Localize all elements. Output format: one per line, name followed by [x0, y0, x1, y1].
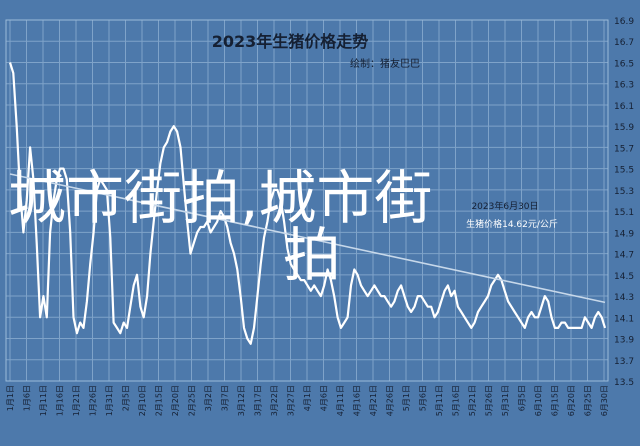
x-tick-label: 3月27日	[287, 385, 296, 416]
x-tick-label: 2月20日	[171, 385, 180, 416]
x-tick-label: 1月31日	[105, 385, 114, 416]
x-tick-label: 6月5日	[518, 385, 527, 411]
x-tick-label: 3月17日	[254, 385, 263, 416]
x-tick-label: 5月11日	[435, 385, 444, 416]
x-tick-label: 4月11日	[336, 385, 345, 416]
y-tick-label: 16.7	[614, 38, 634, 48]
y-tick-label: 15.7	[614, 144, 634, 154]
y-tick-label: 16.5	[614, 59, 634, 69]
y-tick-label: 13.5	[614, 378, 634, 388]
x-tick-label: 6月30日	[600, 385, 609, 416]
y-tick-label: 14.9	[614, 229, 634, 239]
x-tick-label: 4月6日	[320, 385, 329, 411]
plot-frame	[5, 19, 609, 382]
y-tick-label: 15.1	[614, 208, 634, 218]
y-tick-label: 14.3	[614, 293, 634, 303]
y-tick-label: 15.9	[614, 123, 634, 133]
x-tick-label: 1月16日	[56, 385, 65, 416]
y-tick-label: 16.1	[614, 102, 634, 112]
y-tick-label: 16.3	[614, 81, 634, 91]
x-tick-label: 5月16日	[452, 385, 461, 416]
x-tick-label: 4月1日	[303, 385, 312, 411]
x-tick-label: 4月21日	[369, 385, 378, 416]
x-tick-label: 1月6日	[23, 385, 32, 411]
x-tick-label: 4月26日	[386, 385, 395, 416]
x-tick-label: 2月25日	[188, 385, 197, 416]
series-trend-line	[9, 173, 606, 304]
x-tick-label: 1月26日	[89, 385, 98, 416]
x-tick-label: 3月2日	[204, 385, 213, 411]
series-group	[8, 62, 607, 345]
annotation-line-2: 生猪价格14.62元/公斤	[466, 218, 558, 230]
x-tick-label: 5月6日	[419, 385, 428, 411]
watermark-line-2: 拍	[283, 221, 341, 289]
x-tick-label: 2月10日	[138, 385, 147, 416]
x-axis: 1月1日 1月6日 1月11日 1月16日 1月21日 1月26日 1月31日 2月5日 2月1…	[6, 385, 609, 416]
y-tick-label: 15.5	[614, 166, 634, 176]
series-price-line	[8, 62, 607, 345]
x-tick-label: 1月21日	[72, 385, 81, 416]
x-tick-label: 3月12日	[237, 385, 246, 416]
y-tick-label: 16.9	[614, 17, 634, 27]
x-tick-label: 5月31日	[501, 385, 510, 416]
x-tick-label: 6月15日	[551, 385, 560, 416]
x-tick-label: 5月26日	[485, 385, 494, 416]
y-tick-label: 14.5	[614, 272, 634, 282]
x-tick-label: 2月15日	[155, 385, 164, 416]
x-tick-label: 3月22日	[270, 385, 279, 416]
y-tick-label: 14.1	[614, 314, 634, 324]
x-tick-label: 6月25日	[584, 385, 593, 416]
x-tick-label: 1月11日	[39, 385, 48, 416]
x-tick-label: 6月10日	[534, 385, 543, 416]
annotation-line-1: 2023年6月30日	[471, 200, 538, 212]
chart-subtitle: 绘制：猪友巴巴	[350, 57, 420, 70]
x-tick-label: 2月5日	[122, 385, 131, 411]
y-axis: 16.9 16.7 16.5 16.3 16.1 15.9 15.7 15.5 15.3 15.1…	[614, 17, 634, 388]
x-tick-label: 3月7日	[221, 385, 230, 411]
y-tick-label: 15.3	[614, 187, 634, 197]
chart-title: 2023年生猪价格走势	[212, 32, 369, 51]
x-tick-label: 5月1日	[402, 385, 411, 411]
y-tick-label: 13.7	[614, 357, 634, 367]
y-tick-label: 14.7	[614, 251, 634, 261]
x-tick-label: 6月20日	[567, 385, 576, 416]
x-tick-label: 5月21日	[468, 385, 477, 416]
watermark-line-1: 城市街拍,城市街	[8, 164, 432, 232]
x-tick-label: 1月1日	[6, 385, 15, 411]
y-tick-label: 13.9	[614, 336, 634, 346]
x-tick-label: 4月16日	[353, 385, 362, 416]
